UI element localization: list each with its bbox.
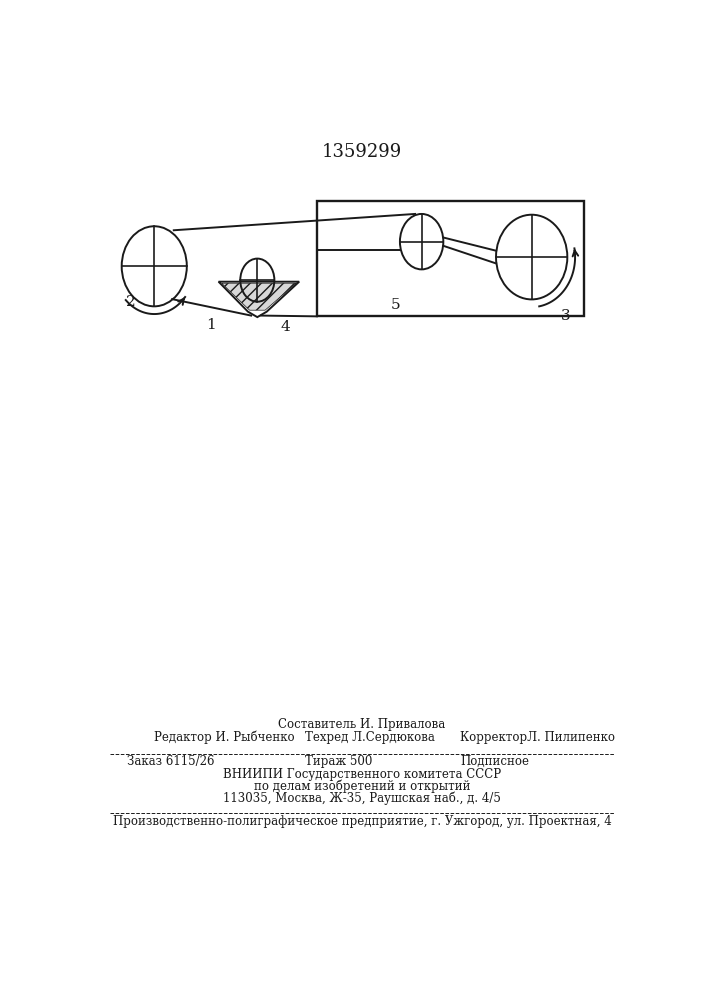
Text: Тираж 500: Тираж 500 [305, 755, 373, 768]
Bar [317, 201, 585, 316]
Text: по делам изобретений и открытий: по делам изобретений и открытий [254, 779, 470, 793]
Text: Редактор И. Рыбченко: Редактор И. Рыбченко [154, 730, 295, 744]
Text: Составитель И. Привалова: Составитель И. Привалова [279, 718, 445, 731]
Polygon shape [222, 283, 296, 310]
Text: КорректорЛ. Пилипенко: КорректорЛ. Пилипенко [460, 731, 615, 744]
Text: 2: 2 [126, 295, 135, 309]
Text: Техред Л.Сердюкова: Техред Л.Сердюкова [305, 731, 436, 744]
Text: Производственно-полиграфическое предприятие, г. Ужгород, ул. Проектная, 4: Производственно-полиграфическое предприя… [112, 815, 612, 828]
Text: Подписное: Подписное [460, 755, 530, 768]
Text: 113035, Москва, Ж-35, Раушская наб., д. 4/5: 113035, Москва, Ж-35, Раушская наб., д. … [223, 792, 501, 805]
Text: 3: 3 [561, 309, 571, 323]
Text: 5: 5 [391, 298, 400, 312]
Text: 1359299: 1359299 [322, 143, 402, 161]
Text: 1: 1 [206, 318, 216, 332]
Text: ВНИИПИ Государственного комитета СССР: ВНИИПИ Государственного комитета СССР [223, 768, 501, 781]
Text: Заказ 6115/26: Заказ 6115/26 [127, 755, 215, 768]
Text: 4: 4 [281, 320, 291, 334]
